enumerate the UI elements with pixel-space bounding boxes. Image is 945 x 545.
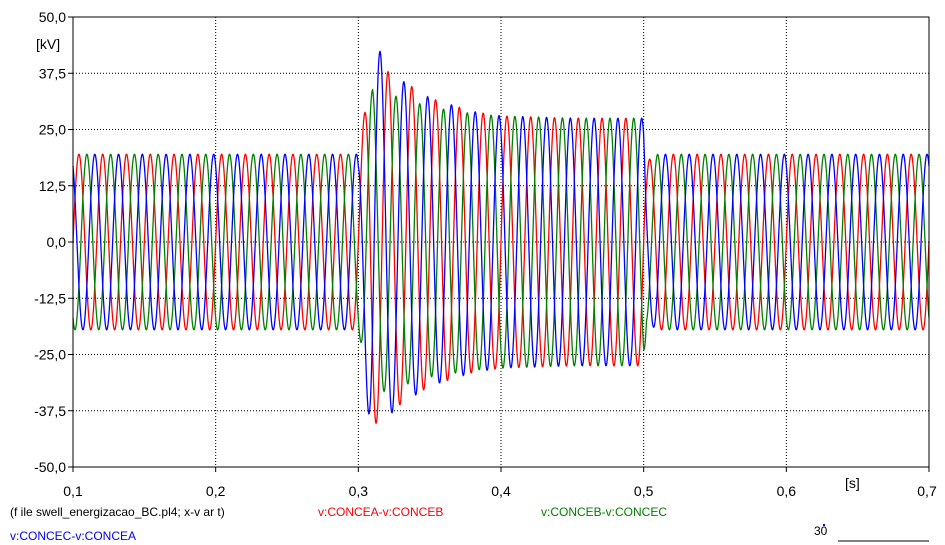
y-tick-label: 0,0 xyxy=(47,234,67,250)
mini-plot-label: 30 xyxy=(814,524,828,538)
x-tick-label: 0,6 xyxy=(777,483,797,499)
y-tick-label: 12,5 xyxy=(39,178,66,194)
legend-series-3: v:CONCEC-v:CONCEA xyxy=(10,529,137,543)
y-tick-label: -12,5 xyxy=(34,290,66,306)
x-unit-label: [s] xyxy=(845,475,860,491)
series-line-2 xyxy=(72,88,930,393)
y-tick-label: 25,0 xyxy=(39,122,66,138)
series-lines xyxy=(72,50,930,425)
x-tick-label: 0,5 xyxy=(634,483,654,499)
footer-file-label: (f ile swell_energizacao_BC.pl4; x-v ar … xyxy=(10,505,225,519)
y-axis: 50,0 37,5 25,0 12,5 0,0 -12,5 -25,0 -37,5 -50,0 xyxy=(34,9,73,475)
y-unit-label: [kV] xyxy=(36,36,60,52)
y-tick-label: -25,0 xyxy=(34,347,66,363)
x-tick-label: 0,1 xyxy=(63,483,83,499)
y-tick-label: -37,5 xyxy=(34,403,66,419)
x-tick-label: 0,4 xyxy=(491,483,511,499)
legend-series-2: v:CONCEB-v:CONCEC xyxy=(541,505,668,519)
x-tick-label: 0,2 xyxy=(206,483,226,499)
mini-plot-dot xyxy=(823,524,825,526)
y-tick-label: 50,0 xyxy=(39,9,66,25)
x-axis: 0,1 0,2 0,3 0,4 0,5 0,6 0,7 xyxy=(63,467,937,499)
series-line-3 xyxy=(72,50,930,415)
x-tick-label: 0,7 xyxy=(917,483,937,499)
y-tick-label: 37,5 xyxy=(39,65,66,81)
x-tick-label: 0,3 xyxy=(349,483,369,499)
legend-series-1: v:CONCEA-v:CONCEB xyxy=(318,505,444,519)
series-line-1 xyxy=(72,70,930,425)
y-tick-label: -50,0 xyxy=(34,459,66,475)
